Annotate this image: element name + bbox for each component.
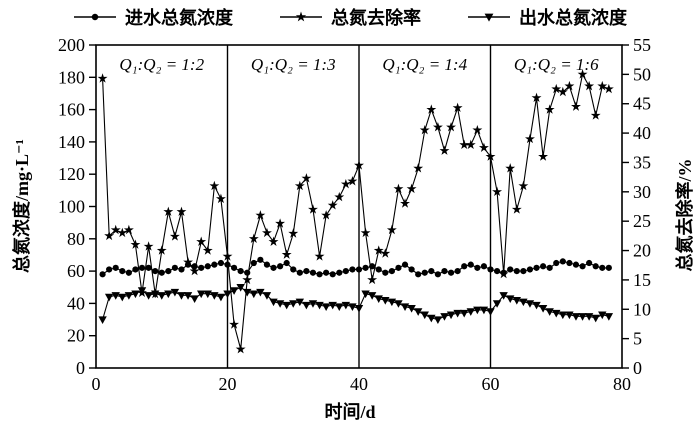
svg-text:20: 20: [633, 241, 651, 261]
svg-text:140: 140: [58, 132, 85, 152]
svg-text:120: 120: [58, 164, 85, 184]
svg-text:180: 180: [58, 67, 85, 87]
star-marker-icon: [280, 11, 322, 22]
svg-text:35: 35: [633, 152, 651, 172]
svg-text:200: 200: [58, 35, 85, 55]
legend-item-influent: 进水总氮浓度: [73, 4, 233, 30]
svg-text:10: 10: [633, 299, 651, 319]
svg-text:0: 0: [92, 374, 101, 394]
svg-text:Q₁:Q₂ = 1:4: Q₁:Q₂ = 1:4: [382, 55, 467, 74]
svg-text:80: 80: [613, 374, 631, 394]
svg-text:20: 20: [219, 374, 237, 394]
chart-legend: 进水总氮浓度 总氮去除率 出水总氮浓度: [0, 2, 700, 32]
y-axis-right-title: 总氮去除率/%: [675, 158, 695, 272]
svg-text:50: 50: [633, 64, 651, 84]
svg-text:0: 0: [76, 358, 85, 378]
svg-text:Q₁:Q₂ = 1:2: Q₁:Q₂ = 1:2: [119, 55, 204, 74]
svg-text:30: 30: [633, 182, 651, 202]
svg-text:160: 160: [58, 100, 85, 120]
y-axis-left-title: 总氮浓度/mg·L⁻¹: [12, 139, 32, 273]
svg-text:45: 45: [633, 94, 651, 114]
svg-text:0: 0: [633, 358, 642, 378]
svg-text:25: 25: [633, 211, 651, 231]
x-axis-title: 时间/d: [324, 402, 376, 422]
svg-text:20: 20: [67, 326, 85, 346]
svg-text:60: 60: [482, 374, 500, 394]
legend-label-removal-rate: 总氮去除率: [331, 8, 421, 28]
svg-text:15: 15: [633, 270, 651, 290]
svg-text:5: 5: [633, 329, 642, 349]
legend-item-effluent: 出水总氮浓度: [467, 4, 627, 30]
svg-text:40: 40: [350, 374, 368, 394]
triangle-marker-icon: [468, 13, 510, 22]
svg-text:55: 55: [633, 35, 651, 55]
circle-marker-icon: [74, 13, 116, 21]
svg-text:40: 40: [67, 293, 85, 313]
legend-item-removal-rate: 总氮去除率: [279, 4, 421, 30]
svg-text:100: 100: [58, 197, 85, 217]
legend-label-effluent: 出水总氮浓度: [519, 8, 627, 28]
svg-text:Q₁:Q₂ = 1:3: Q₁:Q₂ = 1:3: [251, 55, 336, 74]
legend-label-influent: 进水总氮浓度: [125, 8, 233, 28]
svg-text:40: 40: [633, 123, 651, 143]
svg-text:80: 80: [67, 229, 85, 249]
svg-text:Q₁:Q₂ = 1:6: Q₁:Q₂ = 1:6: [514, 55, 599, 74]
svg-text:60: 60: [67, 261, 85, 281]
